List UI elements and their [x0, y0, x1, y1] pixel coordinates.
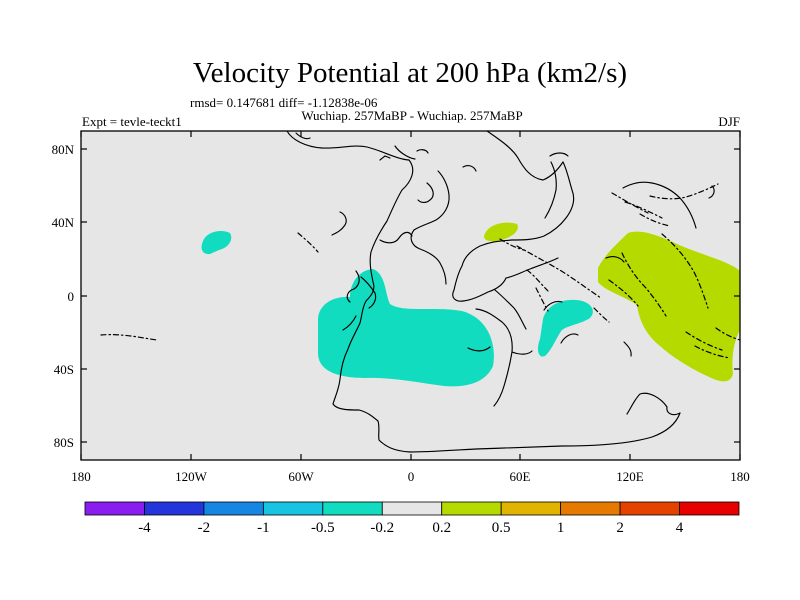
colorbar-swatch [144, 501, 205, 516]
colorbar-swatch [381, 501, 443, 516]
y-tick-label: 40N [52, 215, 75, 230]
colorbar-swatch [322, 501, 383, 516]
y-tick-label: 0 [68, 289, 75, 304]
positive-anomaly-region-east-asia [484, 222, 518, 242]
y-tick-label: 80S [54, 435, 74, 450]
colorbar-label: -0.2 [370, 520, 394, 536]
season-label: DJF [718, 114, 740, 129]
axis-ticks [80, 131, 741, 460]
colorbar-label: 0.2 [432, 520, 451, 536]
negative-anomaly-region-indian-ocean [537, 299, 593, 357]
colorbar-swatch [679, 501, 740, 516]
y-axis-labels: 80N 40N 0 40S 80S [52, 142, 75, 450]
x-tick-label: 60E [510, 469, 531, 484]
colorbar-label: -4 [138, 520, 151, 536]
colorbar [84, 501, 740, 516]
x-axis-labels: 180 120W 60W 0 60E 120E 180 [71, 469, 750, 484]
subtitle: Wuchiap. 257MaBP - Wuchiap. 257MaBP [301, 108, 522, 123]
x-tick-label: 180 [71, 469, 91, 484]
colorbar-swatch [203, 501, 264, 516]
colorbar-labels: -4 -2 -1 -0.5 -0.2 0.2 0.5 1 2 4 [138, 520, 684, 536]
x-tick-label: 120W [175, 469, 208, 484]
x-tick-label: 0 [408, 469, 415, 484]
colorbar-label: 1 [557, 520, 565, 536]
negative-anomaly-region-south-atlantic [318, 269, 494, 387]
colorbar-swatch [619, 501, 680, 516]
positive-anomaly-region-west-pacific [598, 231, 740, 382]
negative-anomaly-region-pacific [201, 231, 232, 255]
plot-title: Velocity Potential at 200 hPa (km2/s) [193, 57, 627, 89]
colorbar-swatch [441, 501, 502, 516]
x-tick-label: 180 [730, 469, 750, 484]
y-tick-label: 80N [52, 142, 75, 157]
x-tick-label: 60W [288, 469, 314, 484]
colorbar-label: 0.5 [492, 520, 511, 536]
colorbar-label: -2 [198, 520, 211, 536]
map-panel [80, 130, 741, 461]
x-tick-label: 120E [616, 469, 644, 484]
colorbar-label: 4 [676, 520, 684, 536]
colorbar-label: 2 [616, 520, 624, 536]
experiment-label: Expt = tevle-teckt1 [82, 114, 182, 129]
coastlines [286, 130, 715, 453]
colorbar-swatch [500, 501, 562, 516]
colorbar-swatch [560, 501, 621, 516]
stats-line: rmsd= 0.147681 diff= -1.12838e-06 [190, 95, 378, 110]
colorbar-swatch [84, 501, 145, 516]
y-tick-label: 40S [54, 362, 74, 377]
colorbar-swatch [262, 501, 324, 516]
colorbar-label: -1 [257, 520, 270, 536]
coastline-fragments [100, 183, 741, 359]
colorbar-label: -0.5 [311, 520, 335, 536]
